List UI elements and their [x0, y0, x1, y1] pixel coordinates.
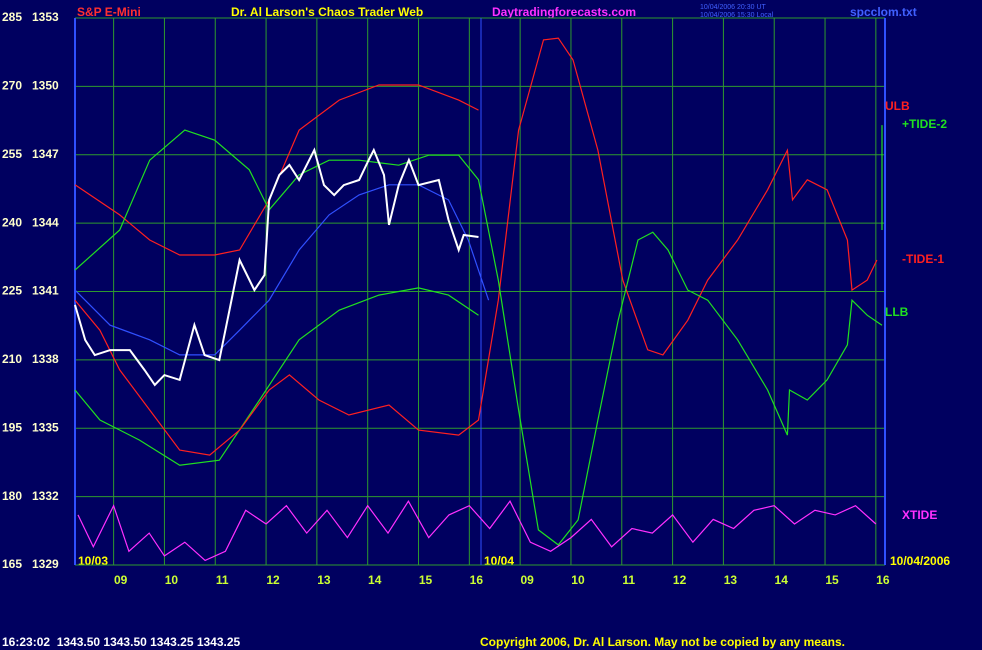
x-tick-label: 15: [825, 573, 839, 587]
x-tick-label: 09: [114, 573, 128, 587]
y-tick-label: 210: [2, 352, 22, 366]
timestamp: 10/04/2006 15:30 Local: [700, 12, 774, 19]
y2-tick-label: 1329: [32, 557, 59, 571]
y-tick-label: 195: [2, 420, 22, 434]
file-name: spcclom.txt: [850, 5, 917, 19]
y-tick-label: 165: [2, 557, 22, 571]
copyright: Copyright 2006, Dr. Al Larson. May not b…: [480, 635, 845, 649]
legend-label: -TIDE-1: [902, 252, 944, 266]
x-tick-label: 09: [520, 573, 534, 587]
legend-label: LLB: [885, 305, 909, 319]
x-tick-label: 14: [368, 573, 382, 587]
x-tick-label: 12: [673, 573, 687, 587]
x-tick-label: 15: [419, 573, 433, 587]
status: 16:23:02 1343.50 1343.50 1343.25 1343.25: [2, 635, 241, 649]
series-line: [74, 129, 883, 546]
x-tick-label: 10: [571, 573, 585, 587]
series-line: [77, 500, 877, 562]
x-tick-label: 16: [470, 573, 484, 587]
series-line: [74, 147, 479, 387]
x-tick-label: 13: [317, 573, 331, 587]
x-tick-label: 14: [775, 573, 789, 587]
y2-tick-label: 1353: [32, 10, 59, 24]
y2-tick-label: 1350: [32, 79, 59, 93]
date-label: 10/04: [484, 554, 514, 568]
legend-label: ULB: [885, 99, 910, 113]
y-tick-label: 285: [2, 10, 22, 24]
y2-tick-label: 1341: [32, 284, 59, 298]
y2-tick-label: 1335: [32, 420, 59, 434]
y-tick-label: 240: [2, 215, 22, 229]
y2-tick-label: 1338: [32, 352, 59, 366]
x-tick-label: 11: [216, 573, 229, 587]
y-tick-label: 180: [2, 489, 22, 503]
x-tick-label: 10: [165, 573, 179, 587]
website: Daytradingforecasts.com: [492, 5, 636, 19]
series-line: [74, 184, 490, 356]
date-label: 10/04/2006: [890, 554, 950, 568]
series-line: [74, 125, 883, 466]
x-tick-label: 11: [622, 573, 635, 587]
x-tick-label: 12: [266, 573, 280, 587]
legend-label: +TIDE-2: [902, 117, 947, 131]
y-tick-label: 270: [2, 79, 22, 93]
y2-tick-label: 1344: [32, 215, 59, 229]
instrument: S&P E-Mini: [77, 5, 141, 19]
y-tick-label: 255: [2, 147, 22, 161]
series-line: [74, 37, 878, 456]
x-tick-label: 16: [876, 573, 890, 587]
legend-label: XTIDE: [902, 508, 937, 522]
timestamp: 10/04/2006 20:30 UT: [700, 4, 766, 11]
y2-tick-label: 1332: [32, 489, 59, 503]
y-tick-label: 225: [2, 284, 22, 298]
x-tick-label: 13: [724, 573, 738, 587]
date-label: 10/03: [78, 554, 108, 568]
chart-title: Dr. Al Larson's Chaos Trader Web: [231, 5, 423, 19]
y2-tick-label: 1347: [32, 147, 59, 161]
